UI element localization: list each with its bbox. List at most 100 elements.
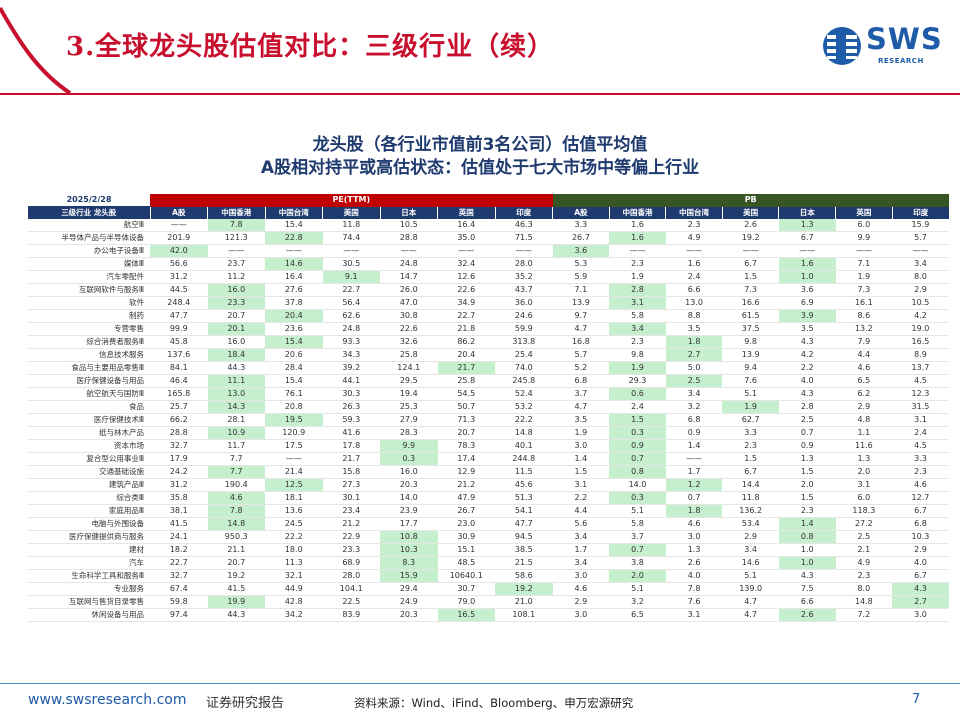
pe-value-cell: 7.8 <box>207 504 265 518</box>
pe-value-cell: 24.6 <box>495 309 553 323</box>
pb-value-cell: 5.1 <box>609 582 666 596</box>
pe-value-cell: 10.3 <box>380 543 438 557</box>
pb-value-cell: 3.5 <box>552 413 610 427</box>
pe-value-cell: 23.7 <box>207 257 265 271</box>
header: 3.全球龙头股估值对比：三级行业（续） SWS RESEARCH <box>0 0 960 95</box>
pb-value-cell: 4.0 <box>778 374 836 388</box>
industry-name: 建材 <box>28 543 150 557</box>
table-row: 航空航天与国防Ⅲ 165.8 13.0 76.1 30.3 19.4 54.5 52.4 3.7… <box>28 387 949 401</box>
pb-value-cell: 8.8 <box>665 309 723 323</box>
pb-value-cell: 2.4 <box>892 426 949 440</box>
pb-value-cell: 7.3 <box>835 283 893 297</box>
pe-value-cell: 13.6 <box>265 504 323 518</box>
pe-value-cell: 93.3 <box>322 335 380 349</box>
pb-value-cell: —— <box>665 452 723 466</box>
pe-value-cell: 56.4 <box>322 296 380 310</box>
pb-value-cell: 118.3 <box>835 504 893 518</box>
pb-value-cell: 4.4 <box>835 348 893 362</box>
pb-value-cell: 2.9 <box>722 530 779 544</box>
pe-value-cell: 58.6 <box>495 569 553 583</box>
pb-value-cell: 13.2 <box>835 322 893 336</box>
industry-name: 电脑与外围设备 <box>28 517 150 531</box>
pe-value-cell: 41.6 <box>322 426 380 440</box>
industry-name: 食品与主要用品零售Ⅲ <box>28 361 150 375</box>
pe-value-cell: 30.7 <box>437 582 495 596</box>
pb-value-cell: 3.6 <box>552 244 610 258</box>
footer-report-label: 证券研究报告 <box>206 696 285 711</box>
pe-value-cell: 78.3 <box>437 439 495 453</box>
pb-value-cell: 13.7 <box>892 361 949 375</box>
pe-value-cell: 7.7 <box>207 465 265 479</box>
pb-value-cell: 12.7 <box>892 491 949 505</box>
pe-value-cell: 28.4 <box>265 361 323 375</box>
pe-value-cell: 40.1 <box>495 439 553 453</box>
pb-value-cell: 2.9 <box>835 400 893 414</box>
pe-value-cell: 24.8 <box>322 322 380 336</box>
footer-website-link[interactable]: www.swsresearch.com <box>28 692 187 708</box>
footer-divider <box>0 683 960 684</box>
pe-value-cell: 51.3 <box>495 491 553 505</box>
pb-value-cell: 9.8 <box>609 348 666 362</box>
pb-value-cell: 3.0 <box>892 608 949 622</box>
pb-value-cell: 6.0 <box>835 491 893 505</box>
pe-value-cell: —— <box>150 219 208 232</box>
logo-subtext: RESEARCH <box>878 57 924 65</box>
pe-value-cell: —— <box>495 244 553 258</box>
industry-name: 航空航天与国防Ⅲ <box>28 387 150 401</box>
pe-value-cell: 20.8 <box>265 400 323 414</box>
industry-name: 航空Ⅲ <box>28 219 150 232</box>
industry-name: 纸与林木产品 <box>28 426 150 440</box>
pb-value-cell: 1.3 <box>778 219 836 232</box>
pe-value-cell: 245.8 <box>495 374 553 388</box>
table-row: 食品与主要用品零售Ⅲ 84.1 44.3 28.4 39.2 124.1 21.7 74.0 5… <box>28 361 949 375</box>
pe-value-cell: 22.5 <box>322 595 380 609</box>
table-row: 资本市场 32.7 11.7 17.5 17.8 9.9 78.3 40.1 3.0 0.9 1.4… <box>28 439 949 453</box>
pe-value-cell: 10.5 <box>380 219 438 232</box>
pe-value-cell: 11.5 <box>495 465 553 479</box>
pe-value-cell: 44.9 <box>265 582 323 596</box>
pb-value-cell: 27.2 <box>835 517 893 531</box>
pb-value-cell: 53.4 <box>722 517 779 531</box>
pe-value-cell: —— <box>207 244 265 258</box>
pb-value-cell: 7.5 <box>778 582 836 596</box>
pb-value-cell: 5.2 <box>552 361 610 375</box>
pb-value-cell: 1.5 <box>722 452 779 466</box>
pb-value-cell: 8.6 <box>835 309 893 323</box>
pe-value-cell: 20.1 <box>207 322 265 336</box>
pe-value-cell: 15.4 <box>265 335 323 349</box>
pe-value-cell: 84.1 <box>150 361 208 375</box>
industry-name: 医疗保健提供商与服务 <box>28 530 150 544</box>
pe-market-header: 英国 <box>437 206 495 219</box>
pb-value-cell: 9.7 <box>552 309 610 323</box>
pb-value-cell: 3.3 <box>892 452 949 466</box>
pe-value-cell: 22.6 <box>380 322 438 336</box>
pe-value-cell: 56.6 <box>150 257 208 271</box>
pe-value-cell: 24.5 <box>265 517 323 531</box>
pb-market-header: 日本 <box>778 206 836 219</box>
pb-value-cell: 2.0 <box>835 465 893 479</box>
pe-value-cell: 44.1 <box>322 374 380 388</box>
pb-value-cell: 2.6 <box>665 556 723 570</box>
pe-value-cell: 47.9 <box>437 491 495 505</box>
industry-name: 医疗保健设备与用品 <box>28 374 150 388</box>
pb-value-cell: 1.9 <box>552 426 610 440</box>
pb-value-cell: 3.7 <box>609 530 666 544</box>
sws-logo: SWS RESEARCH <box>822 22 942 68</box>
pb-value-cell: 1.7 <box>665 465 723 479</box>
pb-value-cell: 4.5 <box>892 374 949 388</box>
pe-value-cell: 21.2 <box>322 517 380 531</box>
pe-value-cell: 21.4 <box>265 465 323 479</box>
pb-value-cell: 6.2 <box>835 387 893 401</box>
table-row: 媒体Ⅲ 56.6 23.7 14.6 30.5 24.8 32.4 28.0 5.3 2.3 1.6… <box>28 257 949 271</box>
industry-name: 复合型公用事业Ⅲ <box>28 452 150 466</box>
pb-value-cell: 3.1 <box>552 478 610 492</box>
pe-value-cell: 13.0 <box>207 387 265 401</box>
pb-value-cell: 2.6 <box>722 219 779 232</box>
pb-value-cell: —— <box>722 244 779 258</box>
table-row: 半导体产品与半导体设备 201.9 121.3 22.8 74.4 28.8 35.0 71.… <box>28 231 949 245</box>
pb-value-cell: 3.4 <box>665 387 723 401</box>
pe-value-cell: 23.4 <box>322 504 380 518</box>
pe-value-cell: 32.4 <box>437 257 495 271</box>
pb-value-cell: 19.2 <box>722 231 779 245</box>
pe-value-cell: 23.3 <box>322 543 380 557</box>
